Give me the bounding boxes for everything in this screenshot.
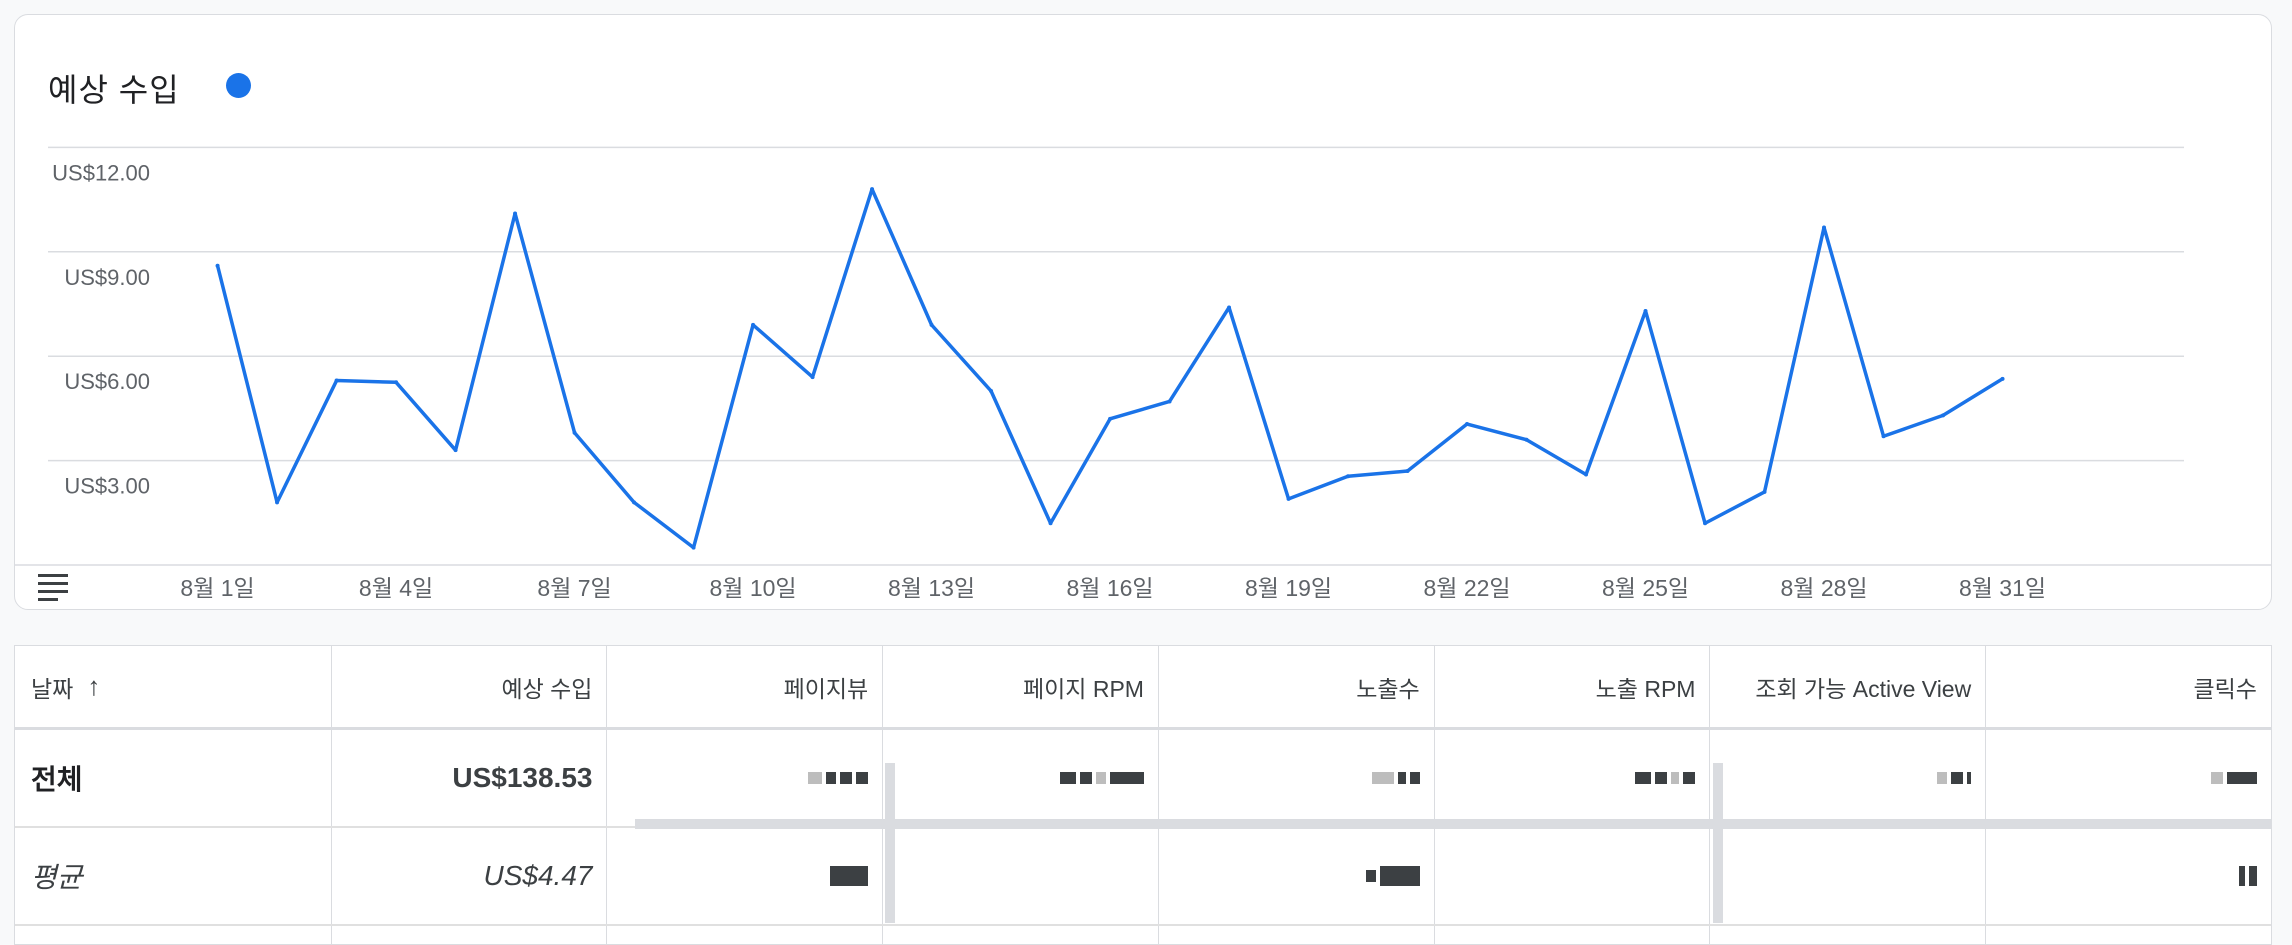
redacted-value — [1435, 828, 1711, 924]
data-point — [989, 389, 994, 393]
header-date[interactable]: 날짜 ↑ — [15, 646, 332, 727]
redaction-bar — [1713, 763, 1723, 923]
data-point — [1167, 399, 1172, 404]
y-tick-label: US$3.00 — [64, 474, 150, 499]
redacted-value — [883, 828, 1159, 924]
report-table: 날짜 ↑ 예상 수입 페이지뷰 페이지 RPM 노출수 노출 RPM 조회 가능… — [14, 645, 2272, 945]
data-point — [1762, 489, 1767, 494]
series-line — [215, 187, 2005, 550]
redacted-value — [1986, 730, 2271, 826]
header-active-view[interactable]: 조회 가능 Active View — [1710, 646, 1987, 727]
data-point — [929, 322, 934, 327]
data-point — [632, 500, 637, 505]
data-point — [513, 211, 518, 216]
x-tick-label: 8월 22일 — [1423, 575, 1510, 601]
header-clicks[interactable]: 클릭수 — [2193, 675, 2257, 702]
chart-title: 예상 수입 — [48, 72, 180, 108]
data-point — [1108, 416, 1113, 421]
redacted-value — [607, 828, 884, 924]
data-point — [394, 380, 399, 385]
redacted-value — [1710, 828, 1987, 924]
data-point — [453, 448, 458, 453]
data-point — [1346, 474, 1351, 479]
line-chart: US$3.00 US$6.00 US$9.00 US$12.00 8월 1일 8월 4일 8… — [15, 146, 2272, 601]
x-tick-label: 8월 7일 — [537, 575, 611, 601]
total-earnings: US$138.53 — [332, 730, 608, 826]
legend-series-dot[interactable] — [226, 73, 251, 98]
x-tick-label: 8월 31일 — [1959, 575, 2046, 601]
data-point — [1227, 305, 1232, 310]
x-tick-label: 8월 19일 — [1245, 575, 1332, 601]
data-point — [572, 430, 577, 435]
data-point — [1524, 437, 1529, 442]
y-tick-label: US$12.00 — [52, 160, 150, 185]
data-point — [334, 378, 339, 383]
x-tick-label: 8월 10일 — [710, 575, 797, 601]
data-point — [1048, 521, 1053, 526]
redacted-value — [1986, 828, 2271, 924]
y-tick-label: US$6.00 — [64, 369, 150, 394]
x-tick-label: 8월 1일 — [180, 575, 254, 601]
data-point — [870, 187, 875, 192]
table-row-average: 평균 US$4.47 — [15, 828, 2271, 926]
x-tick-label: 8월 4일 — [359, 575, 433, 601]
data-point — [2000, 376, 2005, 381]
redacted-value — [1435, 730, 1711, 826]
data-point — [1465, 422, 1470, 427]
data-point — [1941, 413, 1946, 418]
header-page-rpm[interactable]: 페이지 RPM — [883, 646, 1159, 727]
sort-ascending-icon[interactable]: ↑ — [87, 671, 101, 701]
y-tick-label: US$9.00 — [64, 265, 150, 290]
data-point — [1405, 469, 1410, 474]
data-point — [691, 545, 696, 550]
table-header-row: 날짜 ↑ 예상 수입 페이지뷰 페이지 RPM 노출수 노출 RPM 조회 가능… — [15, 646, 2271, 730]
header-earnings[interactable]: 예상 수입 — [332, 646, 608, 727]
data-point — [751, 322, 756, 327]
redacted-value — [607, 730, 884, 826]
row-label: 평균 — [15, 828, 332, 924]
header-impressions[interactable]: 노출수 — [1159, 646, 1435, 727]
x-tick-label: 8월 16일 — [1067, 575, 1154, 601]
data-point — [215, 263, 220, 268]
redacted-value — [1710, 730, 1987, 826]
data-point — [1643, 308, 1648, 313]
chart-menu-icon[interactable] — [38, 574, 68, 601]
redacted-value — [883, 730, 1159, 826]
x-tick-label: 8월 13일 — [888, 575, 975, 601]
data-point — [1822, 225, 1827, 230]
earnings-chart-card: 예상 수입 — [14, 14, 2272, 610]
table-row-total: 전체 US$138.53 — [15, 730, 2271, 828]
header-impression-rpm[interactable]: 노출 RPM — [1435, 646, 1711, 727]
redacted-value — [1159, 828, 1435, 924]
table-row-partial — [15, 926, 2271, 944]
header-pageviews[interactable]: 페이지뷰 — [607, 646, 884, 727]
redacted-value — [1159, 730, 1435, 826]
data-point — [1703, 521, 1708, 526]
data-point — [1881, 434, 1886, 439]
x-tick-label: 8월 25일 — [1602, 575, 1689, 601]
redaction-bar — [885, 763, 895, 923]
data-point — [1286, 496, 1291, 501]
average-earnings: US$4.47 — [332, 828, 608, 924]
x-tick-label: 8월 28일 — [1780, 575, 1867, 601]
row-label: 전체 — [15, 730, 332, 826]
data-point — [1584, 472, 1589, 477]
data-point — [275, 500, 280, 505]
data-point — [810, 375, 815, 380]
redaction-bar — [635, 819, 2271, 829]
